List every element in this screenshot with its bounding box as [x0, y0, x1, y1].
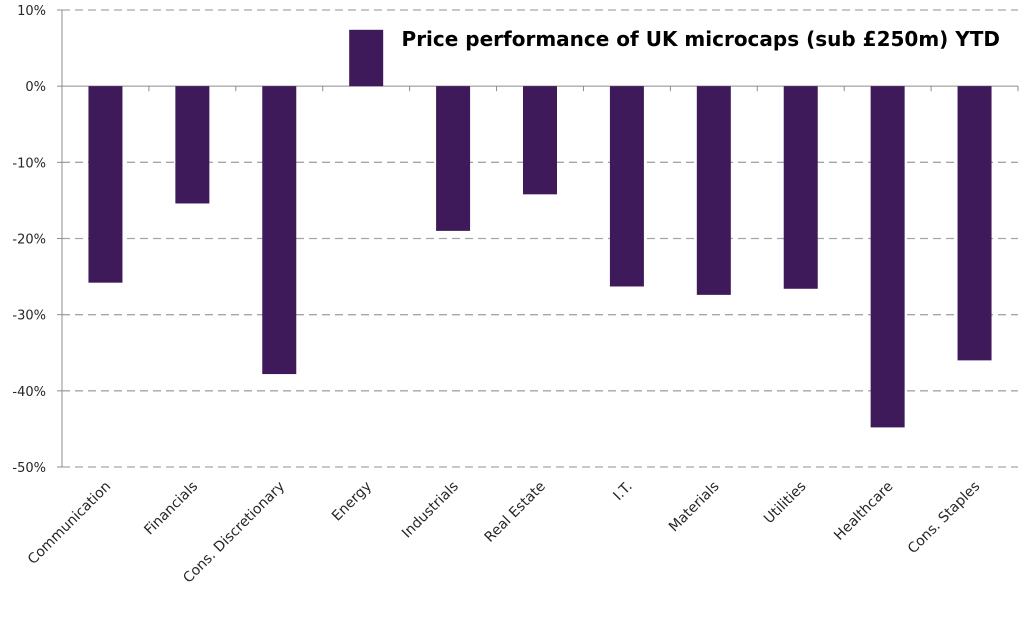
bar	[436, 86, 471, 231]
y-tick-labels: 10% 0% -10% -20% -30% -40% -50%	[12, 4, 46, 476]
x-category-label: Cons. Discretionary	[180, 479, 288, 587]
x-category-label: Utilities	[761, 479, 810, 528]
y-tick-label: 0%	[25, 80, 46, 95]
bar	[870, 86, 905, 428]
bar	[262, 86, 297, 375]
y-tick-label: -30%	[12, 309, 46, 324]
x-category-label: Healthcare	[831, 479, 896, 544]
y-tick-label: 10%	[17, 4, 46, 19]
y-tick-label: -40%	[12, 385, 46, 400]
bar	[88, 86, 123, 283]
bar	[783, 86, 818, 289]
bar	[696, 86, 731, 295]
bar	[175, 86, 210, 204]
bars	[88, 29, 992, 428]
y-tick-label: -50%	[12, 461, 46, 476]
y-tick-label: -20%	[12, 233, 46, 248]
x-category-label: Energy	[329, 479, 375, 525]
x-category-label: I.T.	[610, 479, 635, 504]
x-category-label: Communication	[25, 479, 114, 568]
gridlines	[62, 9, 1018, 468]
x-category-label: Cons. Staples	[905, 479, 984, 558]
y-tick-label: -10%	[12, 156, 46, 171]
chart-title: Price performance of UK microcaps (sub £…	[402, 27, 1000, 51]
bar	[609, 86, 644, 287]
bar	[957, 86, 992, 361]
bar	[349, 29, 384, 87]
bar	[523, 86, 557, 195]
x-category-label: Industrials	[399, 479, 462, 542]
x-category-label: Financials	[141, 479, 201, 539]
x-category-label: Real Estate	[482, 479, 549, 546]
x-category-label: Materials	[666, 479, 723, 536]
